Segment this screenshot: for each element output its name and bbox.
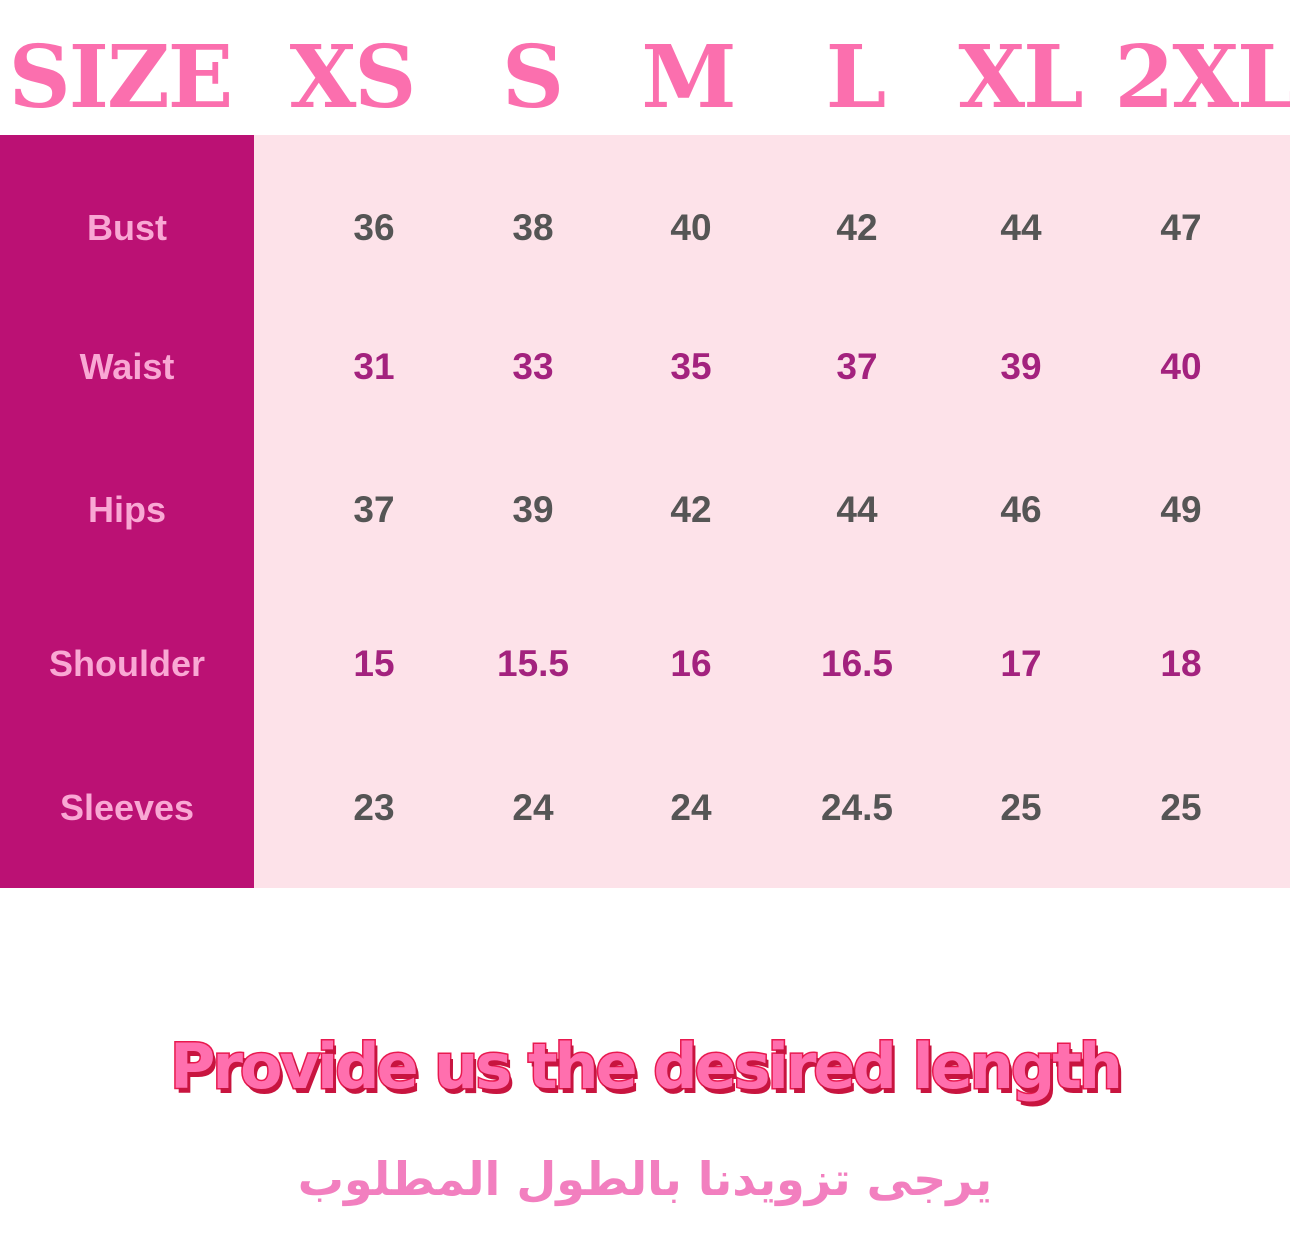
footer-arabic-note: يرجى تزويدنا بالطول المطلوب (297, 1152, 993, 1206)
cell-waist-xl: 39 (1000, 346, 1042, 387)
cell-sleeves-2xl: 25 (1160, 787, 1202, 828)
footer-english-note: Provide us the desired length (168, 1029, 1124, 1105)
cell-sleeves-m: 24 (670, 787, 712, 828)
row-label-sleeves: Sleeves (59, 787, 195, 828)
size-table: Bust Waist Hips Shoulder Sleeves 36 38 40 42 44 4… (0, 135, 1290, 888)
cell-shoulder-2xl: 18 (1160, 643, 1202, 684)
cell-hips-xs: 37 (353, 489, 395, 530)
cell-hips-xl: 46 (1000, 489, 1042, 530)
cell-shoulder-l: 16.5 (820, 643, 894, 684)
cell-hips-s: 39 (512, 489, 554, 530)
header-size-xl: XL (958, 27, 1083, 128)
cell-waist-m: 35 (670, 346, 712, 387)
cell-bust-xl: 44 (1000, 207, 1042, 248)
header-size-l: L (825, 27, 886, 128)
row-label-bust: Bust (87, 207, 167, 248)
cell-sleeves-xl: 25 (1000, 787, 1042, 828)
cell-shoulder-xs: 15 (353, 643, 395, 684)
cell-sleeves-s: 24 (512, 787, 554, 828)
row-label-shoulder: Shoulder (48, 643, 205, 684)
cell-hips-2xl: 49 (1160, 489, 1202, 530)
cell-sleeves-l: 24.5 (820, 787, 894, 828)
cell-hips-l: 44 (836, 489, 878, 530)
header-size-xs: XS (289, 27, 417, 128)
header-size-s: S (501, 27, 564, 128)
row-label-hips: Hips (87, 489, 166, 530)
header-size-2xl: 2XL (1114, 27, 1290, 128)
row-label-waist: Waist (79, 346, 175, 387)
cell-waist-s: 33 (512, 346, 554, 387)
cell-hips-m: 42 (670, 489, 712, 530)
cell-bust-l: 42 (836, 207, 878, 248)
cell-waist-2xl: 40 (1160, 346, 1202, 387)
header-size-m: M (641, 27, 736, 128)
cell-waist-l: 37 (836, 346, 878, 387)
cell-waist-xs: 31 (353, 346, 395, 387)
cell-bust-m: 40 (670, 207, 712, 248)
cell-bust-2xl: 47 (1160, 207, 1202, 248)
cell-shoulder-s: 15.5 (496, 643, 570, 684)
cell-shoulder-m: 16 (670, 643, 712, 684)
header-size-label: SIZE (8, 27, 234, 128)
measurement-label-column: Bust Waist Hips Shoulder Sleeves (0, 135, 254, 888)
cell-bust-s: 38 (512, 207, 554, 248)
cell-bust-xs: 36 (353, 207, 395, 248)
cell-sleeves-xs: 23 (353, 787, 395, 828)
cell-shoulder-xl: 17 (1000, 643, 1042, 684)
